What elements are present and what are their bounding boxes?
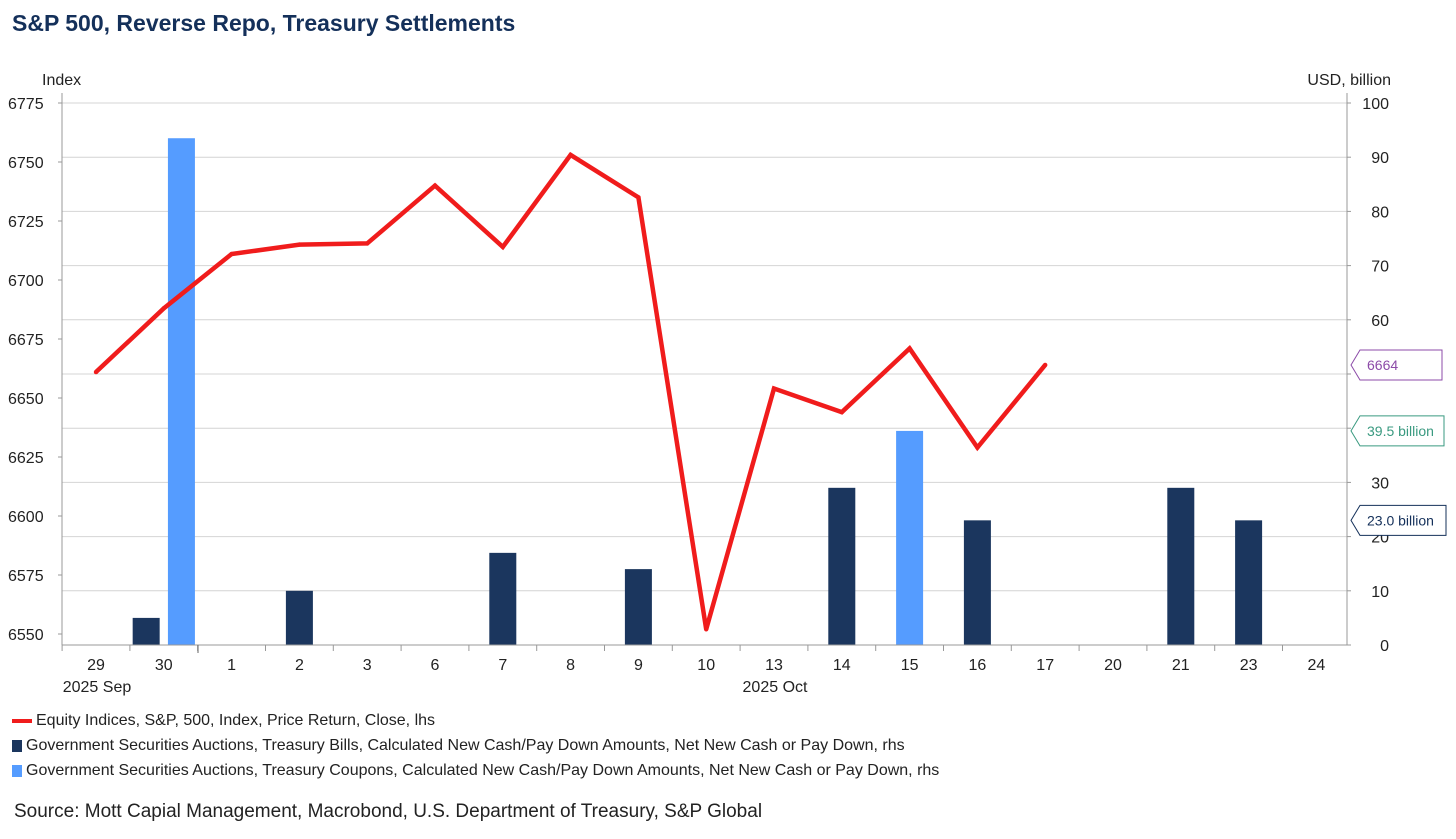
bar-treasury-bills — [1235, 520, 1263, 645]
point-sp500 — [365, 241, 370, 246]
tick-labels: 6550657566006625665066756700672567506775… — [8, 96, 1389, 696]
legend-item-bills: Government Securities Auctions, Treasury… — [12, 733, 939, 758]
point-sp500 — [161, 306, 166, 311]
source-note: Source: Mott Capial Management, Macrobon… — [14, 801, 763, 822]
point-sp500 — [93, 369, 99, 375]
axes — [61, 93, 1348, 646]
right-tick-label: 70 — [1371, 259, 1389, 276]
left-tick-label: 6650 — [8, 391, 44, 408]
legend: Equity Indices, S&P, 500, Index, Price R… — [12, 708, 939, 783]
x-tick-label: 3 — [363, 657, 372, 674]
value-label-bills-box — [1350, 504, 1447, 536]
value-labels: 6664 39.5 billion 23.0 billion — [1350, 349, 1447, 536]
legend-item-coupons: Government Securities Auctions, Treasury… — [12, 758, 939, 783]
x-tick-label: 7 — [498, 657, 507, 674]
x-tick-label: 15 — [901, 657, 919, 674]
gridlines — [62, 102, 1347, 646]
point-sp500 — [771, 386, 777, 391]
point-sp500 — [229, 251, 234, 257]
x-tick-label: 23 — [1240, 657, 1258, 674]
right-tick-label: 80 — [1371, 204, 1389, 221]
left-tick-label: 6550 — [8, 627, 44, 644]
bar-treasury-bills — [132, 617, 160, 645]
x-tick-label: 17 — [1036, 657, 1054, 674]
right-tick-label: 10 — [1371, 584, 1389, 601]
legend-swatch-bills — [12, 739, 22, 752]
x-tick-label: 29 — [87, 657, 105, 674]
bar-treasury-bills — [624, 569, 652, 645]
legend-label-coupons: Government Securities Auctions, Treasury… — [26, 761, 940, 779]
value-label-sp500-box — [1350, 349, 1443, 381]
x-tick-label: 24 — [1308, 657, 1326, 674]
right-tick-label: 30 — [1371, 475, 1389, 492]
left-tick-label: 6725 — [8, 214, 44, 231]
chart-canvas: 6550657566006625665066756700672567506775… — [8, 72, 1447, 696]
legend-item-sp500: Equity Indices, S&P, 500, Index, Price R… — [12, 708, 939, 733]
x-tick-label: 30 — [155, 657, 173, 674]
right-tick-label: 100 — [1362, 96, 1389, 113]
x-tick-label: 1 — [227, 657, 236, 674]
left-axis-title: Index — [42, 72, 81, 89]
x-period-label: 2025 Oct — [743, 679, 808, 696]
legend-swatch-sp500 — [12, 718, 32, 723]
bar-series — [132, 138, 1263, 646]
bar-treasury-bills — [285, 590, 313, 645]
left-tick-label: 6675 — [8, 332, 44, 349]
point-sp500 — [839, 409, 844, 415]
x-tick-label: 13 — [765, 657, 783, 674]
x-tick-label: 16 — [969, 657, 987, 674]
legend-label-sp500: Equity Indices, S&P, 500, Index, Price R… — [36, 711, 436, 729]
point-sp500 — [432, 183, 438, 188]
value-label-sp500: 6664 — [1367, 357, 1398, 373]
value-label-coupons: 39.5 billion — [1367, 423, 1434, 439]
x-tick-label: 8 — [566, 657, 575, 674]
bar-treasury-bills — [489, 552, 517, 645]
left-tick-label: 6625 — [8, 450, 44, 467]
left-tick-label: 6600 — [8, 509, 44, 526]
legend-swatch-coupons — [12, 764, 22, 777]
x-tick-label: 21 — [1172, 657, 1190, 674]
value-label-coupons-box — [1350, 415, 1445, 447]
point-sp500 — [500, 244, 505, 250]
left-tick-label: 6700 — [8, 273, 44, 290]
point-sp500 — [907, 346, 912, 351]
right-tick-label: 60 — [1371, 313, 1389, 330]
point-sp500 — [704, 627, 709, 632]
left-tick-label: 6575 — [8, 568, 44, 585]
right-tick-label: 90 — [1371, 150, 1389, 167]
x-tick-label: 20 — [1104, 657, 1122, 674]
legend-label-bills: Government Securities Auctions, Treasury… — [26, 736, 905, 754]
chart-title: S&P 500, Reverse Repo, Treasury Settleme… — [12, 10, 516, 36]
line-series — [93, 151, 1048, 632]
x-period-label: 2025 Sep — [63, 679, 132, 696]
right-tick-label: 0 — [1380, 638, 1389, 655]
x-tick-label: 10 — [697, 657, 715, 674]
x-tick-label: 2 — [295, 657, 304, 674]
right-axis-title: USD, billion — [1307, 72, 1391, 89]
point-sp500 — [1043, 362, 1048, 368]
x-tick-label: 14 — [833, 657, 851, 674]
value-label-bills: 23.0 billion — [1367, 512, 1434, 528]
x-tick-label: 6 — [431, 657, 440, 674]
point-sp500 — [568, 152, 573, 158]
bar-treasury-coupons — [896, 430, 924, 645]
bar-treasury-coupons — [167, 138, 195, 646]
bar-treasury-bills — [963, 520, 991, 645]
left-tick-label: 6750 — [8, 155, 44, 172]
point-sp500 — [975, 445, 980, 450]
point-sp500 — [297, 242, 302, 247]
point-sp500 — [636, 195, 641, 200]
bar-treasury-bills — [828, 487, 856, 645]
x-tick-label: 9 — [634, 657, 643, 674]
left-tick-label: 6775 — [8, 96, 44, 113]
bar-treasury-bills — [1167, 487, 1195, 645]
